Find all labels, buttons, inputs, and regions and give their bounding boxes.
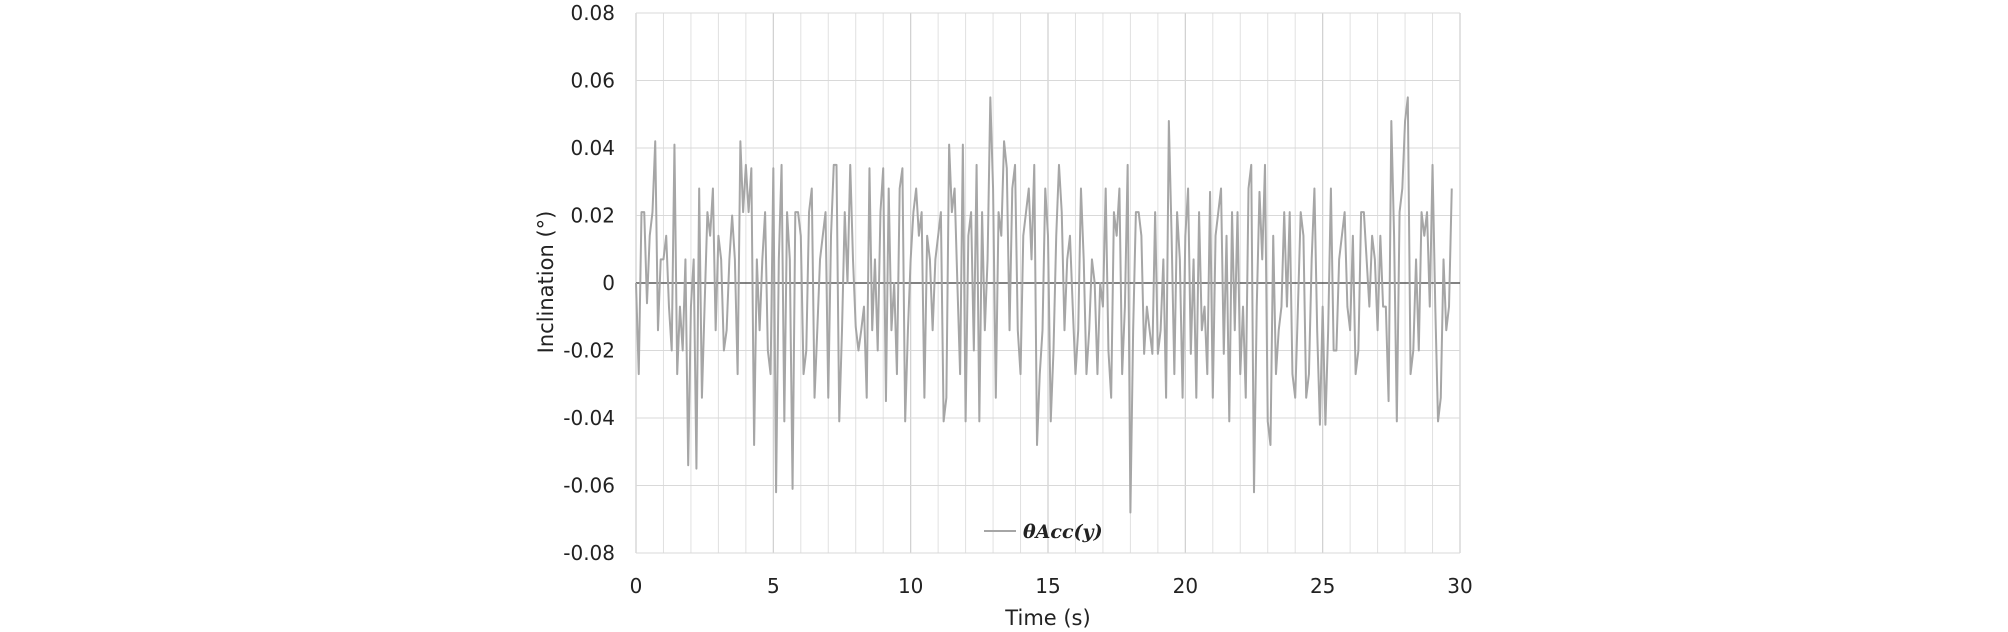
x-axis-tick-labels: 0 5 10 15 20 25 30 bbox=[630, 574, 1473, 598]
y-tick-label: 0.06 bbox=[570, 69, 615, 93]
y-axis-title: Inclination (°) bbox=[534, 211, 558, 354]
series-line-theta-acc-y bbox=[635, 96, 1453, 514]
series-layer bbox=[635, 96, 1453, 514]
x-tick-label: 0 bbox=[630, 574, 643, 598]
y-tick-label: 0 bbox=[602, 271, 615, 295]
y-tick-label: -0.08 bbox=[563, 541, 615, 565]
x-tick-label: 25 bbox=[1310, 574, 1335, 598]
y-tick-label: 0.02 bbox=[570, 204, 615, 228]
y-tick-label: -0.06 bbox=[563, 474, 615, 498]
x-tick-label: 30 bbox=[1447, 574, 1472, 598]
legend: θAcc(y) bbox=[984, 521, 1103, 543]
y-tick-label: -0.02 bbox=[563, 339, 615, 363]
legend-label: θAcc(y) bbox=[1023, 521, 1103, 543]
x-tick-label: 10 bbox=[898, 574, 923, 598]
x-tick-label: 5 bbox=[767, 574, 780, 598]
x-tick-label: 15 bbox=[1035, 574, 1060, 598]
x-tick-label: 20 bbox=[1173, 574, 1198, 598]
y-tick-label: 0.04 bbox=[570, 136, 615, 160]
x-axis-title: Time (s) bbox=[1004, 606, 1090, 630]
y-tick-label: -0.04 bbox=[563, 406, 615, 430]
y-axis-tick-labels: 0.08 0.06 0.04 0.02 0 -0.02 -0.04 -0.06 -0.08 bbox=[563, 1, 615, 565]
y-tick-label: 0.08 bbox=[570, 1, 615, 25]
